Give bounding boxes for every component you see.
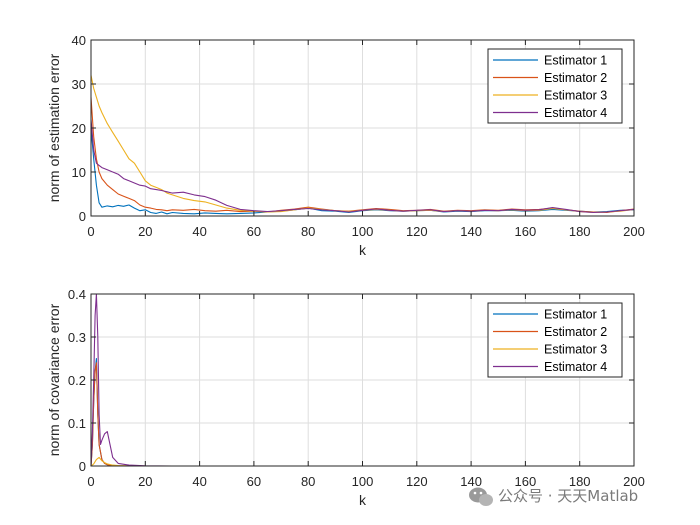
y-tick-label: 30: [72, 77, 86, 92]
legend-label-3: Estimator 3: [544, 343, 607, 357]
y-tick-label: 0: [79, 459, 86, 474]
x-tick-label: 80: [301, 474, 315, 489]
legend-label-1: Estimator 1: [544, 308, 607, 322]
legend: Estimator 1 Estimator 2 Estimator 3 Estimat…: [487, 48, 623, 124]
x-tick-label: 120: [406, 474, 428, 489]
x-tick-label: 180: [569, 224, 591, 239]
x-tick-label: 20: [138, 224, 152, 239]
y-tick-label: 0.1: [68, 416, 86, 431]
chart-panel-1: 0 20 40 60 80 100 120 140 160 180 200 0 10 20 30 40 k nor…: [46, 33, 645, 258]
x-tick-label: 120: [406, 224, 428, 239]
y-tick-label: 20: [72, 121, 86, 136]
y-tick-label: 0.3: [68, 330, 86, 345]
series-line-4: [90, 293, 634, 467]
x-tick-label: 60: [247, 224, 261, 239]
x-tick-label: 160: [515, 474, 537, 489]
legend-label-3: Estimator 3: [544, 89, 607, 103]
legend-label-4: Estimator 4: [544, 360, 607, 374]
x-tick-label: 40: [192, 474, 206, 489]
x-tick-label: 20: [138, 474, 152, 489]
legend-label-2: Estimator 2: [544, 71, 607, 85]
x-tick-label: 100: [352, 474, 374, 489]
x-tick-label: 0: [87, 474, 94, 489]
watermark-text: 公众号 · 天天Matlab: [498, 487, 638, 505]
x-axis-label: k: [359, 242, 367, 258]
x-tick-label: 160: [515, 224, 537, 239]
legend-label-1: Estimator 1: [544, 54, 607, 68]
wechat-icon: [469, 487, 493, 506]
legend-label-4: Estimator 4: [544, 106, 607, 120]
x-tick-label: 0: [87, 224, 94, 239]
legend-box: [487, 48, 623, 124]
x-axis-label: k: [359, 492, 367, 508]
y-axis-label: norm of estimation error: [46, 53, 62, 202]
x-tick-label: 100: [352, 224, 374, 239]
legend-box: [487, 302, 623, 378]
x-tick-label: 40: [192, 224, 206, 239]
x-tick-label: 200: [623, 224, 645, 239]
x-tick-label: 200: [623, 474, 645, 489]
x-tick-label: 60: [247, 474, 261, 489]
watermark: 公众号 · 天天Matlab: [469, 487, 638, 506]
x-tick-label: 80: [301, 224, 315, 239]
y-tick-label: 40: [72, 33, 86, 48]
x-tick-label: 180: [569, 474, 591, 489]
y-tick-label: 0: [79, 209, 86, 224]
legend: Estimator 1 Estimator 2 Estimator 3 Estimat…: [487, 302, 623, 378]
x-tick-label: 140: [460, 224, 482, 239]
chart-panel-2: 0 20 40 60 80 100 120 140 160 180 200 0 0.1 0.2 0.3 0.4…: [46, 287, 645, 508]
x-tick-label: 140: [460, 474, 482, 489]
y-tick-label: 10: [72, 165, 86, 180]
y-tick-label: 0.4: [68, 287, 86, 302]
legend-label-2: Estimator 2: [544, 325, 607, 339]
y-tick-label: 0.2: [68, 373, 86, 388]
series-line-4: [90, 119, 635, 214]
y-axis-label: norm of covariance error: [46, 303, 62, 456]
